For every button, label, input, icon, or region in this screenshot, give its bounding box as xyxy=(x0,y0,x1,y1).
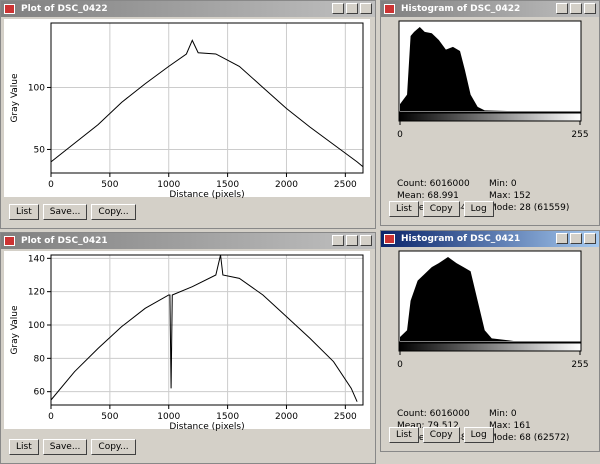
plot-background xyxy=(4,19,370,197)
minimize-button[interactable] xyxy=(332,235,344,246)
x-axis-label: Distance (pixels) xyxy=(169,422,244,431)
window-title: Histogram of DSC_0421 xyxy=(401,234,521,244)
button[interactable]: List xyxy=(9,204,39,220)
button-row: List Copy Log xyxy=(389,427,494,443)
stat: Max: 152 xyxy=(489,191,531,201)
button-row: List Save... Copy... xyxy=(9,204,136,220)
profile-line xyxy=(50,39,364,168)
x-tick-label: 2500 xyxy=(334,180,357,190)
x-axis-label: Distance (pixels) xyxy=(169,190,244,199)
x-tick-label: 2500 xyxy=(334,412,357,422)
window-title: Plot of DSC_0422 xyxy=(21,4,108,14)
plot-window: Plot of DSC_0422 0 500 1000 1500 2000 2500 50 10… xyxy=(0,0,376,229)
window-title: Histogram of DSC_0422 xyxy=(401,4,521,14)
window-title: Plot of DSC_0421 xyxy=(21,236,108,246)
x-tick-label: 0 xyxy=(397,360,403,370)
x-tick-label: 2000 xyxy=(275,412,298,422)
x-tick-label: 500 xyxy=(101,412,118,422)
x-tick-label: 1000 xyxy=(157,180,180,190)
close-button[interactable] xyxy=(360,3,372,14)
histogram-area xyxy=(400,27,508,111)
plot-frame xyxy=(50,254,364,406)
button[interactable]: Log xyxy=(463,201,494,217)
button[interactable]: Copy... xyxy=(91,439,136,455)
stat: Mean: 79.512 xyxy=(397,421,459,431)
button[interactable]: Copy xyxy=(422,427,460,443)
x-tick-label: 1500 xyxy=(216,412,239,422)
stat: Mean: 68.991 xyxy=(397,191,459,201)
close-button[interactable] xyxy=(584,233,596,244)
window-icon xyxy=(4,4,15,14)
title-bar: Histogram of DSC_0422 xyxy=(381,1,599,17)
plot-background xyxy=(4,251,370,429)
button[interactable]: Copy xyxy=(422,201,460,217)
y-tick-label: 60 xyxy=(34,388,46,398)
x-tick-label: 0 xyxy=(397,130,403,140)
lut-bar xyxy=(398,342,582,352)
button[interactable]: List xyxy=(389,201,419,217)
x-tick-label: 1500 xyxy=(216,180,239,190)
y-tick-label: 140 xyxy=(28,254,45,264)
y-tick-label: 100 xyxy=(28,83,45,93)
x-tick-label: 1000 xyxy=(157,412,180,422)
histogram-window: Histogram of DSC_0421 0 255 Count: 6016000 M… xyxy=(380,230,600,452)
stat: Min: 0 xyxy=(489,179,517,189)
lut-bar xyxy=(398,112,582,122)
histogram-window: Histogram of DSC_0422 0 255 Count: 6016000 M… xyxy=(380,0,600,226)
button[interactable]: Save... xyxy=(42,439,88,455)
x-tick-label: 0 xyxy=(48,180,54,190)
title-bar: Plot of DSC_0422 xyxy=(1,1,375,17)
stat: Min: 0 xyxy=(489,409,517,419)
button[interactable]: List xyxy=(9,439,39,455)
close-button[interactable] xyxy=(584,3,596,14)
y-tick-label: 80 xyxy=(34,354,46,364)
title-bar: Histogram of DSC_0421 xyxy=(381,231,599,247)
chart: 0 255 xyxy=(397,20,589,140)
button-row: List Copy Log xyxy=(389,201,494,217)
histogram-area xyxy=(400,257,514,341)
chart: 0 255 xyxy=(397,250,589,370)
stat: Mode: 68 (62572) xyxy=(489,433,570,443)
button[interactable]: Copy... xyxy=(91,204,136,220)
maximize-button[interactable] xyxy=(346,3,358,14)
button[interactable]: List xyxy=(389,427,419,443)
chart: 0 500 1000 1500 2000 2500 50 100 Distance (pixel… xyxy=(4,19,370,199)
stat: Count: 6016000 xyxy=(397,179,470,189)
minimize-button[interactable] xyxy=(332,3,344,14)
x-tick-label: 255 xyxy=(571,130,588,140)
x-tick-label: 0 xyxy=(48,412,54,422)
button[interactable]: Save... xyxy=(42,204,88,220)
window-icon xyxy=(4,236,15,246)
close-button[interactable] xyxy=(360,235,372,246)
maximize-button[interactable] xyxy=(570,233,582,244)
button[interactable]: Log xyxy=(463,427,494,443)
plot-frame xyxy=(50,22,364,174)
window-icon xyxy=(384,4,395,14)
stat: Max: 161 xyxy=(489,421,531,431)
chart: 0 500 1000 1500 2000 2500 60 80 100 120 140 Distanc… xyxy=(4,251,370,431)
maximize-button[interactable] xyxy=(346,235,358,246)
stat: Mode: 28 (61559) xyxy=(489,203,570,213)
y-axis-label: Gray Value xyxy=(10,73,20,123)
stat: Count: 6016000 xyxy=(397,409,470,419)
x-tick-label: 2000 xyxy=(275,180,298,190)
minimize-button[interactable] xyxy=(556,3,568,14)
maximize-button[interactable] xyxy=(570,3,582,14)
profile-line xyxy=(50,254,358,402)
window-icon xyxy=(384,234,395,244)
minimize-button[interactable] xyxy=(556,233,568,244)
x-tick-label: 255 xyxy=(571,360,588,370)
y-axis-label: Gray Value xyxy=(10,305,20,355)
y-tick-label: 100 xyxy=(28,321,45,331)
y-tick-label: 120 xyxy=(28,288,45,298)
x-tick-label: 500 xyxy=(101,180,118,190)
plot-window: Plot of DSC_0421 0 500 1000 1500 2000 2500 60 80… xyxy=(0,232,376,464)
button-row: List Save... Copy... xyxy=(9,439,136,455)
y-tick-label: 50 xyxy=(34,145,46,155)
title-bar: Plot of DSC_0421 xyxy=(1,233,375,249)
